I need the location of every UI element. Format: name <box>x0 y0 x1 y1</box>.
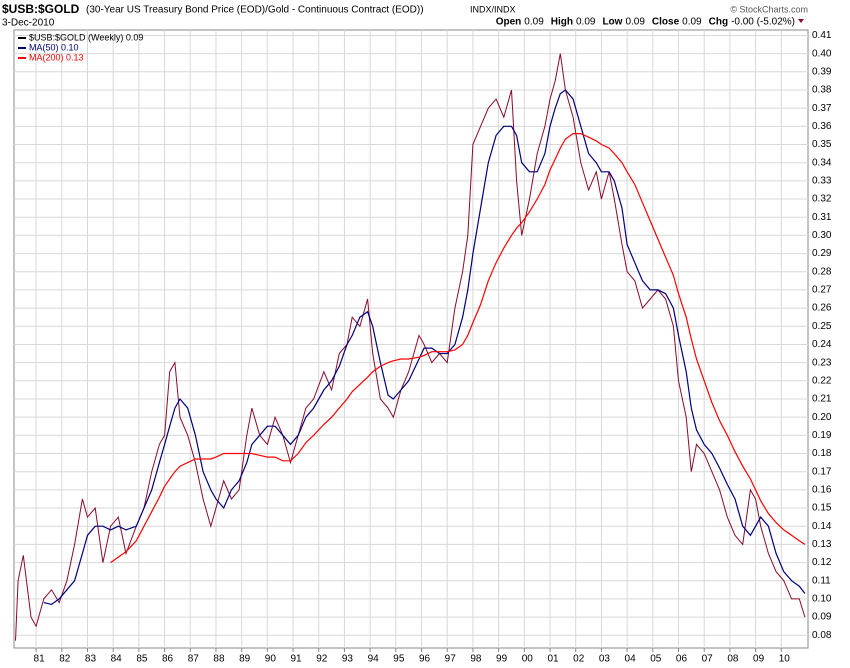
y-tick-label: 0.30 <box>812 230 832 241</box>
legend-label: $USB:$GOLD (Weekly) 0.09 <box>29 32 143 42</box>
y-tick-label: 0.39 <box>812 66 832 77</box>
x-tick-label: 83 <box>85 654 97 665</box>
y-tick-label: 0.25 <box>812 321 832 332</box>
series-line <box>15 53 806 641</box>
quote-label: Close <box>652 17 680 28</box>
quote-label: High <box>551 17 573 28</box>
y-tick-label: 0.11 <box>812 575 831 586</box>
quote-label: Chg <box>709 17 728 28</box>
x-tick-label: 90 <box>265 654 277 665</box>
x-tick-label: 03 <box>599 654 611 665</box>
x-tick-label: 86 <box>162 654 174 665</box>
y-tick-label: 0.14 <box>812 521 832 532</box>
x-tick-label: 94 <box>368 654 380 665</box>
y-tick-label: 0.26 <box>812 303 832 314</box>
y-tick-label: 0.38 <box>812 85 832 96</box>
y-tick-label: 0.28 <box>812 266 832 277</box>
y-tick-label: 0.09 <box>812 612 832 623</box>
quote-value: 0.09 <box>682 17 702 28</box>
series-line <box>43 89 806 606</box>
x-tick-label: 02 <box>573 654 585 665</box>
y-tick-label: 0.18 <box>812 448 832 459</box>
y-tick-label: 0.34 <box>812 157 832 168</box>
y-tick-label: 0.35 <box>812 139 832 150</box>
legend-label: MA(200) 0.13 <box>29 52 84 62</box>
series-line <box>110 133 806 564</box>
x-tick-label: 09 <box>753 654 765 665</box>
quote-value: 0.09 <box>524 17 544 28</box>
x-tick-label: 00 <box>522 654 534 665</box>
y-tick-label: 0.41 <box>812 30 832 41</box>
y-tick-label: 0.40 <box>812 48 832 59</box>
x-tick-label: 93 <box>342 654 354 665</box>
y-tick-label: 0.23 <box>812 357 832 368</box>
quote-label: Open <box>496 17 522 28</box>
quote-value: 0.09 <box>625 17 645 28</box>
y-tick-label: 0.20 <box>812 412 832 423</box>
y-tick-label: 0.32 <box>812 194 832 205</box>
y-tick-label: 0.16 <box>812 485 832 496</box>
x-tick-label: 91 <box>290 654 302 665</box>
exchange: INDX/INDX <box>470 4 516 14</box>
x-tick-label: 01 <box>547 654 559 665</box>
x-tick-label: 82 <box>59 654 71 665</box>
y-tick-label: 0.10 <box>812 594 832 605</box>
quote-value: -0.00 (-5.02%) <box>731 17 795 28</box>
y-tick-label: 0.37 <box>812 103 832 114</box>
x-tick-label: 81 <box>34 654 46 665</box>
x-tick-label: 98 <box>470 654 482 665</box>
x-tick-label: 97 <box>445 654 457 665</box>
legend-label: MA(50) 0.10 <box>29 42 79 52</box>
y-tick-label: 0.24 <box>812 339 832 350</box>
y-tick-label: 0.12 <box>812 557 832 568</box>
y-tick-label: 0.21 <box>812 394 832 405</box>
x-tick-label: 99 <box>496 654 508 665</box>
x-tick-label: 92 <box>316 654 328 665</box>
x-tick-label: 05 <box>650 654 662 665</box>
y-tick-label: 0.08 <box>812 630 832 641</box>
x-tick-label: 06 <box>676 654 688 665</box>
chart-title: $USB:$GOLD <box>2 2 80 16</box>
y-tick-label: 0.33 <box>812 176 832 187</box>
credit: © StockCharts.com <box>730 4 808 14</box>
x-tick-label: 85 <box>136 654 148 665</box>
x-tick-label: 88 <box>213 654 225 665</box>
y-tick-label: 0.17 <box>812 466 832 477</box>
x-tick-label: 07 <box>702 654 714 665</box>
quote-value: 0.09 <box>576 17 596 28</box>
x-tick-label: 96 <box>419 654 431 665</box>
y-tick-label: 0.19 <box>812 430 832 441</box>
x-tick-label: 87 <box>188 654 200 665</box>
x-tick-label: 89 <box>239 654 251 665</box>
y-tick-label: 0.36 <box>812 121 832 132</box>
x-tick-label: 04 <box>625 654 637 665</box>
x-tick-label: 95 <box>393 654 405 665</box>
y-tick-label: 0.22 <box>812 375 832 386</box>
quote-label: Low <box>602 17 622 28</box>
chg-marker <box>798 19 804 23</box>
x-tick-label: 84 <box>111 654 123 665</box>
y-tick-label: 0.13 <box>812 539 832 550</box>
y-tick-label: 0.27 <box>812 285 832 296</box>
plot-area <box>13 29 809 649</box>
y-tick-label: 0.15 <box>812 503 832 514</box>
y-tick-label: 0.29 <box>812 248 832 259</box>
y-tick-label: 0.31 <box>812 212 832 223</box>
x-tick-label: 10 <box>779 654 791 665</box>
x-tick-label: 08 <box>727 654 739 665</box>
chart-subtitle: (30-Year US Treasury Bond Price (EOD)/Go… <box>86 5 424 16</box>
date: 3-Dec-2010 <box>2 18 55 29</box>
